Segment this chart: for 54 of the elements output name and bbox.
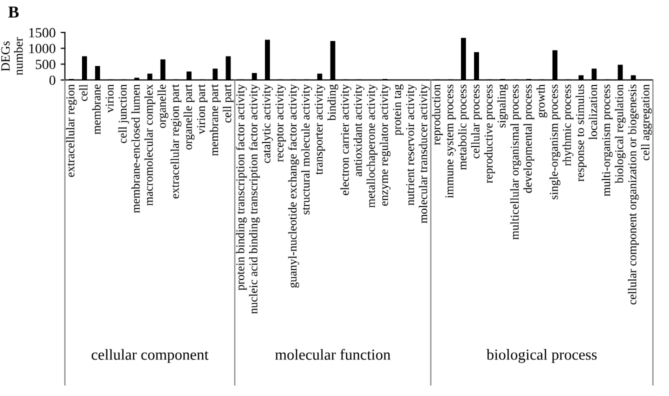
x-tick-label: antioxidant activity: [353, 84, 364, 176]
x-tick-label: rhythmic process: [562, 84, 574, 166]
x-axis-title: molecular function: [275, 348, 390, 360]
x-tick-label: growth: [536, 84, 548, 118]
x-tick-label: reproduction: [432, 84, 443, 145]
x-tick-label: organelle: [157, 84, 168, 128]
x-tick-label: molecular transducer activity: [418, 84, 430, 224]
x-tick-label: membrane part: [210, 84, 221, 156]
x-tick-label: electron carrier activity: [340, 84, 352, 196]
text: B: [8, 6, 19, 18]
x-tick-label: multi-organism process: [602, 84, 613, 196]
x-tick-label: catalytic activity: [262, 84, 273, 163]
x-tick-label: single-organism process: [550, 84, 560, 200]
x-tick-label: binding: [327, 84, 338, 121]
y-axis-title: DEGs number: [1, 37, 23, 76]
x-tick-label: virion part: [197, 84, 208, 134]
y-tick-label: 0: [49, 76, 56, 85]
y-tick-label: 1000: [29, 44, 56, 54]
x-tick-label: enzyme regulator activity: [380, 84, 390, 206]
x-tick-label: organelle part: [184, 84, 194, 150]
x-tick-label: biological regulation: [614, 84, 626, 184]
x-tick-label: immune system process: [445, 84, 456, 198]
x-tick-label: guanyl-nucleotide exchange factor activity: [288, 84, 300, 288]
x-tick-label: nucleic acid binding transcription factor activity: [248, 84, 260, 314]
x-tick-label: cell part: [222, 84, 234, 122]
x-axis-title: cellular component: [92, 349, 208, 363]
x-tick-label: membrane-enclosed lumen: [131, 84, 140, 213]
x-tick-label: extracellular region: [66, 84, 77, 177]
x-tick-label: cell junction: [118, 84, 130, 144]
x-tick-label: cellular process: [471, 84, 482, 158]
x-tick-label: protein tag: [393, 84, 404, 136]
x-tick-label: membrane: [92, 84, 101, 134]
x-tick-label: nutrient reservoir activity: [406, 84, 417, 206]
x-tick-label: receptor activity: [275, 84, 286, 162]
x-tick-label: developmental process: [523, 84, 534, 193]
y-tick-label: 1500: [29, 28, 56, 38]
x-tick-label: macromolecular complex: [144, 84, 156, 206]
x-tick-label: virion: [106, 84, 114, 113]
x-tick-label: metabolic process: [458, 84, 469, 170]
x-tick-label: cellular component organization or biogenesis: [628, 84, 639, 304]
x-tick-label: signaling: [497, 84, 508, 128]
x-tick-label: metallochaperone activity: [366, 84, 378, 208]
x-tick-label: reproductive process: [484, 84, 496, 184]
x-tick-label: structural molecule activity: [301, 84, 312, 214]
x-tick-label: cell aggregation: [640, 84, 652, 160]
x-tick-label: cell: [79, 84, 88, 101]
x-tick-label: protein binding transcription factor activity: [236, 84, 247, 290]
x-tick-label: extracellular region part: [170, 84, 182, 198]
x-tick-label: response to stimulus: [576, 84, 586, 182]
x-tick-label: localization: [588, 84, 598, 140]
x-axis-title: biological process: [486, 349, 597, 363]
y-tick-label: 500: [36, 60, 56, 70]
x-tick-label: multicellular organismal process: [510, 84, 522, 240]
x-tick-label: transporter activity: [314, 84, 326, 175]
